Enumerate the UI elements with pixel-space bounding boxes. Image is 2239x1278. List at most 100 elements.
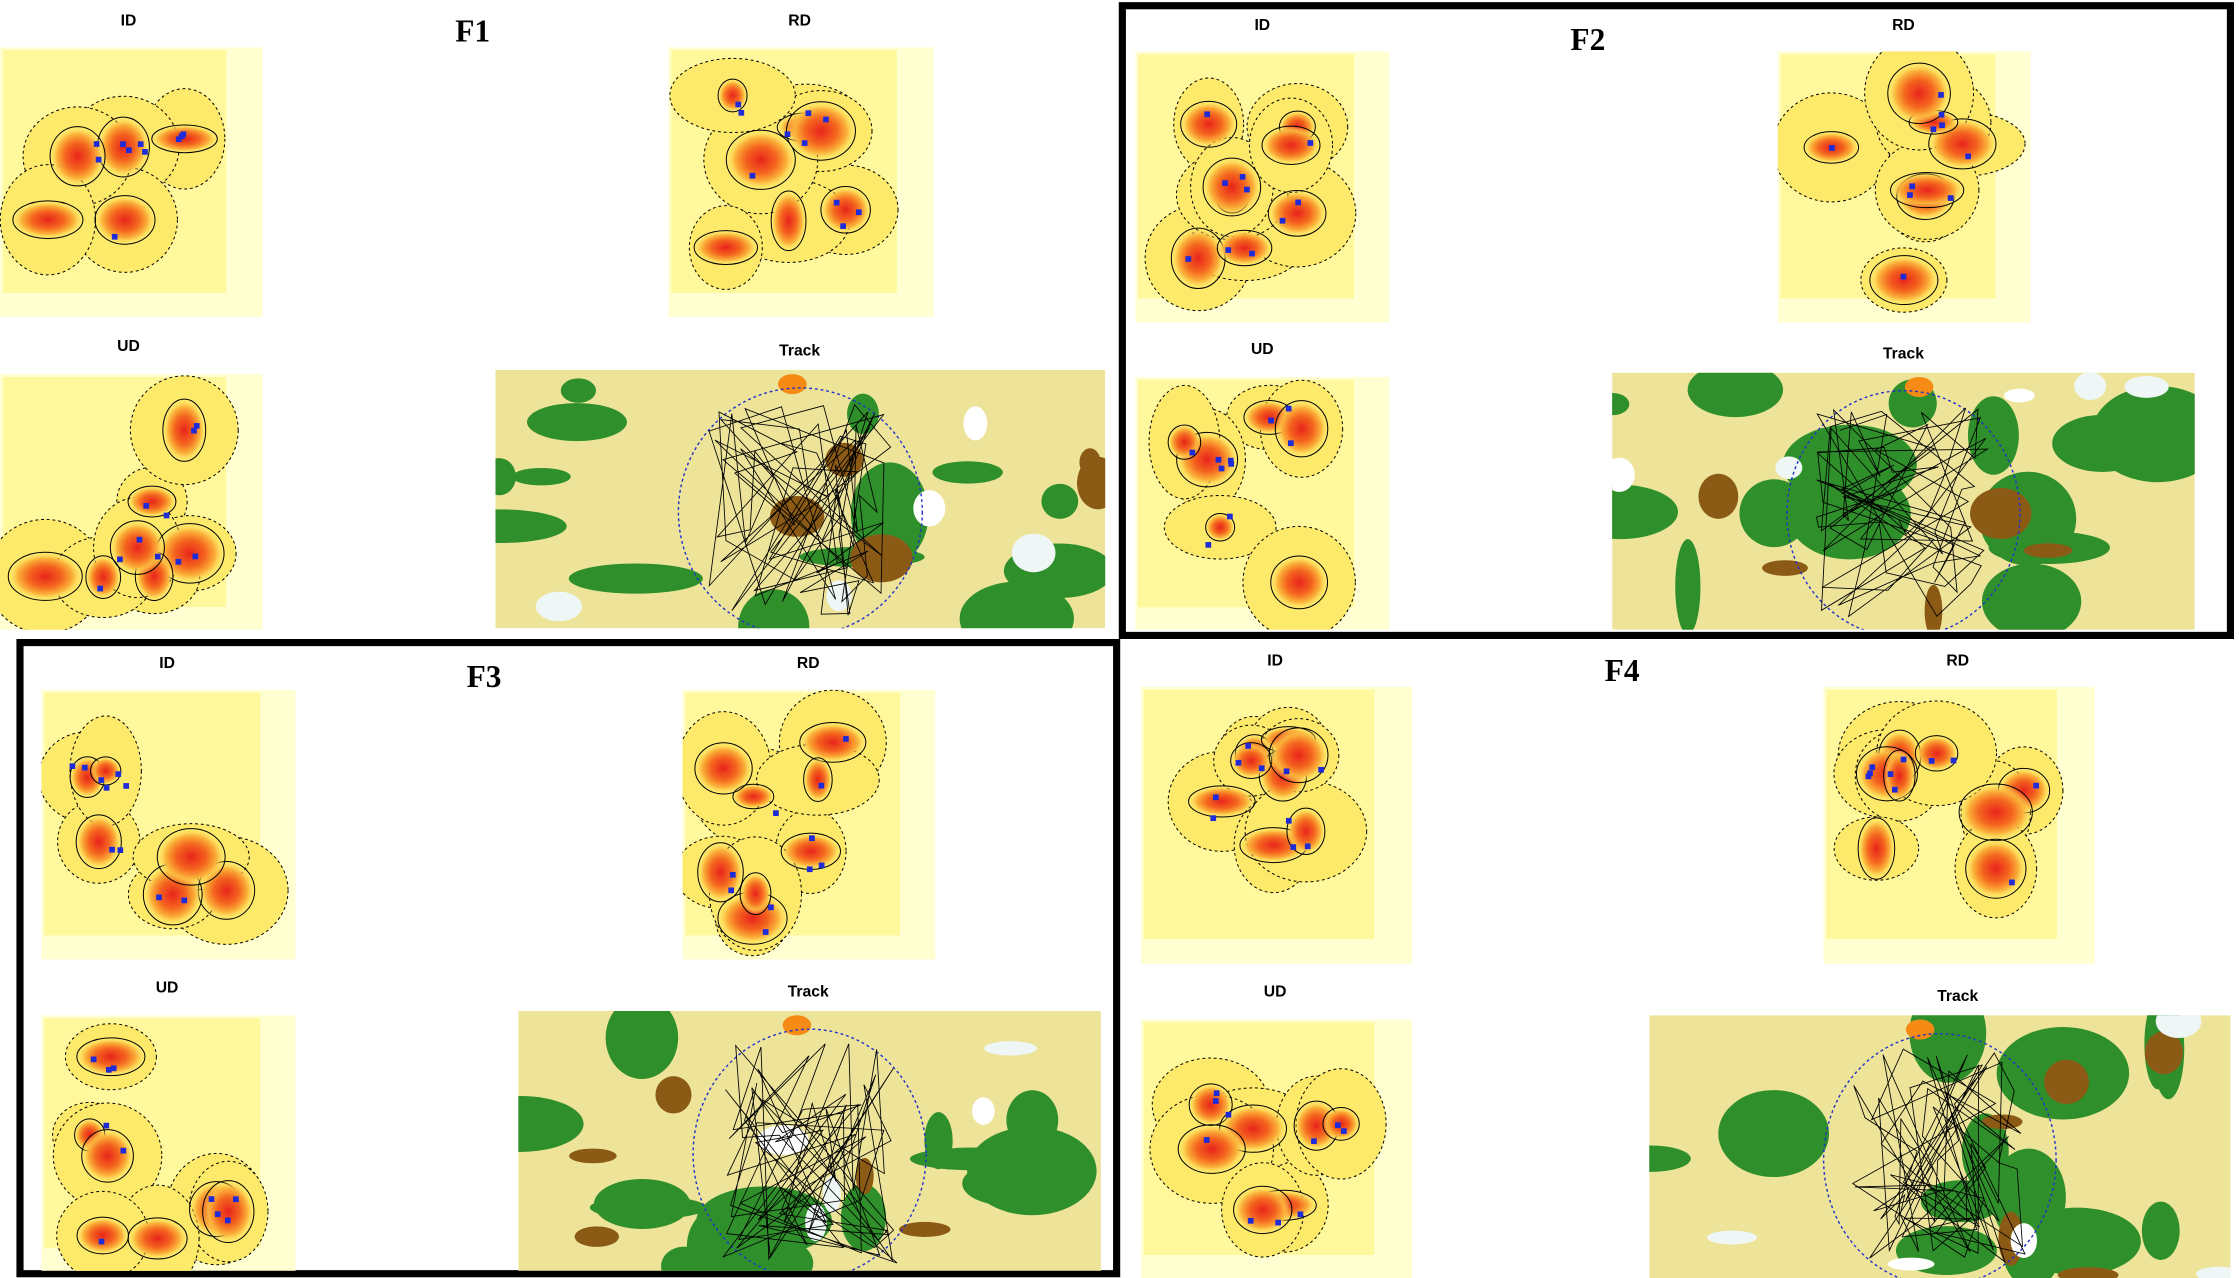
- location-point: [192, 554, 198, 560]
- location-point: [1318, 767, 1324, 773]
- location-point: [142, 149, 148, 155]
- range-core: [97, 117, 149, 177]
- map-label: UD: [1264, 984, 1287, 1001]
- location-point: [70, 763, 76, 769]
- location-point: [1280, 218, 1286, 224]
- forest-patch: [962, 1161, 1054, 1205]
- map-label: ID: [1254, 17, 1270, 34]
- map-label: RD: [788, 13, 811, 30]
- location-point: [1189, 450, 1195, 456]
- location-point: [1892, 787, 1898, 793]
- location-point: [730, 872, 736, 878]
- forest-patch: [569, 563, 703, 593]
- open-patch: [536, 592, 582, 622]
- location-point: [1213, 1098, 1219, 1104]
- location-point: [1225, 247, 1231, 253]
- location-point: [1222, 180, 1228, 186]
- location-point: [1965, 154, 1971, 160]
- map: [1773, 37, 2031, 323]
- map: [1823, 687, 2094, 964]
- forest-patch: [1041, 484, 1078, 519]
- location-point: [97, 586, 103, 592]
- location-point: [1901, 757, 1907, 763]
- location-point: [1275, 1220, 1281, 1226]
- open-patch: [1707, 1231, 1757, 1245]
- forest-patch: [606, 996, 679, 1079]
- map-label: ID: [121, 13, 137, 30]
- map: [457, 996, 1101, 1278]
- open-patch: [2156, 1005, 2202, 1038]
- location-point: [181, 898, 187, 904]
- location-point: [843, 736, 849, 742]
- location-point: [155, 554, 161, 560]
- forest-patch: [1562, 485, 1678, 539]
- range-core: [804, 758, 833, 802]
- range-core: [152, 125, 217, 153]
- location-point: [225, 1218, 231, 1224]
- soil-patch: [1970, 488, 2031, 539]
- location-point: [1295, 200, 1301, 206]
- location-point: [2033, 783, 2039, 789]
- open-patch: [1775, 456, 1802, 479]
- map-label: RD: [1946, 652, 1969, 669]
- location-point: [1948, 195, 1954, 201]
- location-point: [82, 765, 88, 771]
- map: [41, 1015, 295, 1278]
- location-point: [763, 929, 769, 935]
- location-point: [117, 557, 123, 563]
- location-point: [728, 887, 734, 893]
- location-point: [1210, 815, 1216, 821]
- open-patch: [1604, 458, 1635, 492]
- location-point: [181, 131, 187, 137]
- forest-patch: [2142, 1202, 2180, 1260]
- map: [0, 374, 263, 633]
- location-point: [1214, 1090, 1220, 1096]
- map: [436, 370, 1119, 664]
- range-core: [698, 843, 744, 902]
- location-point: [1931, 126, 1937, 132]
- map: [39, 690, 296, 960]
- location-point: [1298, 1211, 1304, 1217]
- location-point: [1219, 466, 1225, 472]
- open-patch: [2124, 376, 2168, 398]
- location-point: [137, 537, 143, 543]
- location-point: [120, 141, 126, 147]
- map-label: ID: [159, 655, 175, 672]
- range-core: [1181, 101, 1237, 147]
- orange-patch: [1906, 1020, 1935, 1040]
- map-label: RD: [1892, 17, 1915, 34]
- open-patch: [963, 406, 987, 440]
- range-core: [1269, 728, 1328, 783]
- forest-patch: [561, 378, 596, 402]
- location-point: [1829, 145, 1835, 151]
- range-core: [740, 873, 771, 915]
- location-point: [1204, 111, 1210, 117]
- soil-patch: [899, 1222, 950, 1237]
- location-point: [117, 847, 123, 853]
- map-label: RD: [797, 655, 820, 672]
- location-point: [233, 1196, 239, 1202]
- location-point: [156, 895, 162, 901]
- location-point: [215, 1211, 221, 1217]
- range-core: [91, 757, 121, 785]
- forest-patch: [1982, 564, 2081, 640]
- forest-patch: [1776, 1099, 1807, 1169]
- panel-title: F3: [467, 659, 502, 694]
- location-point: [1245, 743, 1251, 749]
- location-point: [1249, 251, 1255, 257]
- range-core: [726, 130, 795, 189]
- location-point: [1204, 1137, 1210, 1143]
- location-point: [126, 147, 132, 153]
- soil-patch: [575, 1226, 619, 1247]
- location-point: [1907, 192, 1913, 198]
- location-point: [1205, 542, 1211, 548]
- location-point: [819, 863, 825, 869]
- range-core: [694, 231, 757, 265]
- location-point: [1286, 818, 1292, 824]
- location-point: [98, 777, 104, 783]
- location-point: [1185, 256, 1191, 262]
- map: [1135, 377, 1389, 638]
- location-point: [823, 117, 829, 123]
- location-point: [1869, 764, 1875, 770]
- map-label: UD: [1251, 341, 1274, 358]
